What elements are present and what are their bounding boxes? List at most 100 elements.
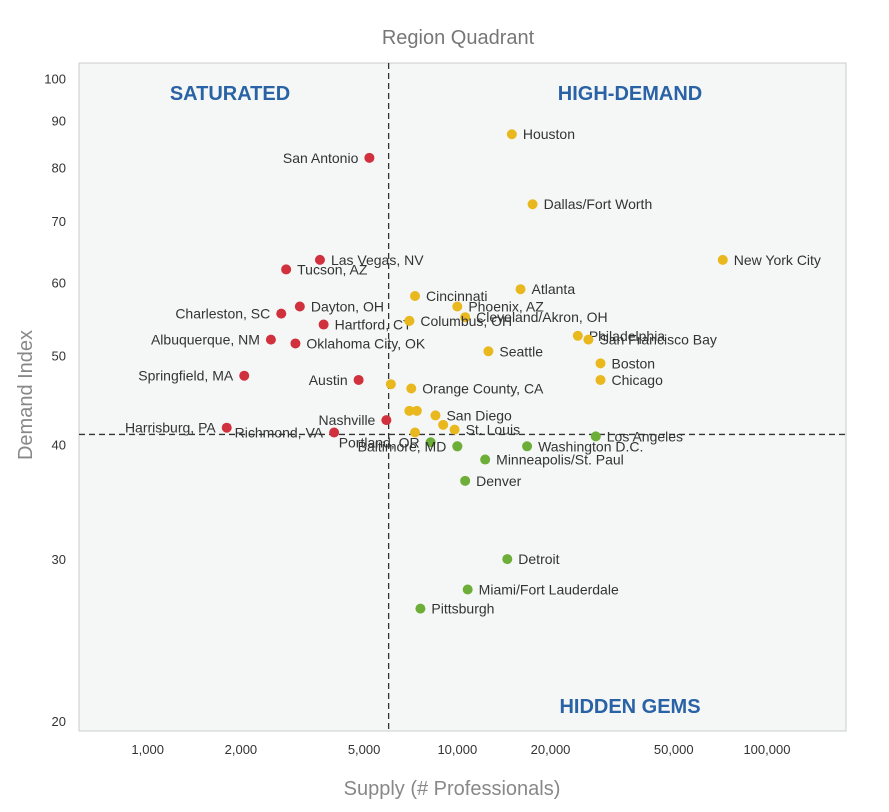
point-label: Atlanta <box>532 281 576 297</box>
x-tick-label: 1,000 <box>131 742 164 757</box>
data-point <box>430 410 441 421</box>
point-label: Richmond, VA <box>235 425 324 441</box>
point-label: Philadelphia <box>589 328 665 344</box>
data-point <box>381 415 392 426</box>
data-point <box>590 431 601 442</box>
point-label: Los Angeles <box>607 428 683 444</box>
data-point <box>410 427 421 438</box>
data-point <box>265 334 276 345</box>
y-tick-label: 70 <box>52 214 66 229</box>
x-tick-label: 50,000 <box>654 742 694 757</box>
data-point <box>385 379 396 390</box>
data-point <box>452 301 463 312</box>
x-tick-label: 10,000 <box>437 742 477 757</box>
data-point <box>483 346 494 357</box>
quadrant-label-high-demand: HIGH-DEMAND <box>558 83 702 105</box>
data-point <box>415 603 426 614</box>
data-point <box>239 370 250 381</box>
point-label: Minneapolis/St. Paul <box>496 452 624 468</box>
point-label: San Diego <box>446 407 512 423</box>
data-point <box>595 358 606 369</box>
quadrant-label-saturated: SATURATED <box>170 83 290 105</box>
chart-title: Region Quadrant <box>382 27 535 49</box>
point-label: Harrisburg, PA <box>125 420 216 436</box>
data-point <box>515 284 526 295</box>
point-label: Las Vegas, NV <box>331 252 424 268</box>
x-tick-label: 20,000 <box>531 742 571 757</box>
x-tick-label: 5,000 <box>348 742 381 757</box>
point-label: Austin <box>309 372 348 388</box>
point-label: Nashville <box>319 412 376 428</box>
point-label: Seattle <box>499 343 543 359</box>
data-point <box>329 427 340 438</box>
y-tick-label: 40 <box>52 437 66 452</box>
data-point <box>314 254 325 265</box>
quadrant-label-hidden-gems: HIDDEN GEMS <box>559 696 700 718</box>
point-label: Tucson, AZ <box>297 261 368 277</box>
data-point <box>572 330 583 341</box>
data-point <box>502 554 513 565</box>
point-label: Dallas/Fort Worth <box>544 196 653 212</box>
y-tick-label: 20 <box>52 714 66 729</box>
y-tick-label: 100 <box>44 72 66 87</box>
data-point <box>480 454 491 465</box>
data-point <box>364 152 375 163</box>
data-point <box>406 383 417 394</box>
point-label: Washington D.C. <box>538 438 643 454</box>
data-point <box>506 129 517 140</box>
point-label: New York City <box>734 252 821 268</box>
data-point <box>452 441 463 452</box>
data-point <box>281 264 292 275</box>
data-point <box>290 338 301 349</box>
point-label: Houston <box>523 126 575 142</box>
data-point <box>404 405 415 416</box>
x-axis-label: Supply (# Professionals) <box>344 778 561 800</box>
data-point <box>410 291 421 302</box>
point-label: Cleveland/Akron, OH <box>476 309 608 325</box>
data-point <box>717 254 728 265</box>
data-point <box>318 319 329 330</box>
data-point <box>583 334 594 345</box>
y-tick-label: 90 <box>52 114 66 129</box>
point-label: San Antonio <box>283 150 359 166</box>
data-point <box>438 419 449 430</box>
point-label: Miami/Fort Lauderdale <box>479 581 619 597</box>
point-label: Portland, OR <box>339 434 420 450</box>
x-tick-labels: 1,000 2,000 5,000 10,000 20,000 50,000 100,000 <box>131 742 790 757</box>
data-point <box>595 374 606 385</box>
y-axis-label: Demand Index <box>15 330 37 460</box>
data-point <box>411 405 422 416</box>
x-tick-label: 100,000 <box>743 742 790 757</box>
point-label: Charleston, SC <box>175 306 270 322</box>
data-point <box>460 475 471 486</box>
point-label: Pittsburgh <box>431 601 494 617</box>
data-point <box>294 301 305 312</box>
data-point <box>425 437 436 448</box>
point-label: Orange County, CA <box>422 381 544 397</box>
data-point <box>462 584 473 595</box>
point-label: Springfield, MA <box>138 368 234 384</box>
data-point <box>522 441 533 452</box>
point-label: Denver <box>476 473 521 489</box>
point-label: Dayton, OH <box>311 298 384 314</box>
point-label: Hartford, CT <box>335 317 412 333</box>
point-label: Boston <box>611 355 655 371</box>
plot-area <box>78 62 847 732</box>
point-label: Albuquerque, NM <box>151 332 260 348</box>
point-label: Detroit <box>518 551 559 567</box>
data-point <box>460 312 471 323</box>
point-label: Baltimore, MD <box>358 438 447 454</box>
point-label: Cincinnati <box>426 288 487 304</box>
data-point <box>353 374 364 385</box>
point-label: Phoenix, AZ <box>468 298 544 314</box>
point-label: San Francisco Bay <box>599 332 717 348</box>
x-tick-label: 2,000 <box>225 742 258 757</box>
data-point <box>527 199 538 210</box>
y-tick-label: 80 <box>52 161 66 176</box>
data-point <box>449 424 460 435</box>
y-tick-labels: 20 30 40 50 60 70 80 90 100 <box>44 72 66 729</box>
y-tick-label: 30 <box>52 552 66 567</box>
data-point <box>276 308 287 319</box>
